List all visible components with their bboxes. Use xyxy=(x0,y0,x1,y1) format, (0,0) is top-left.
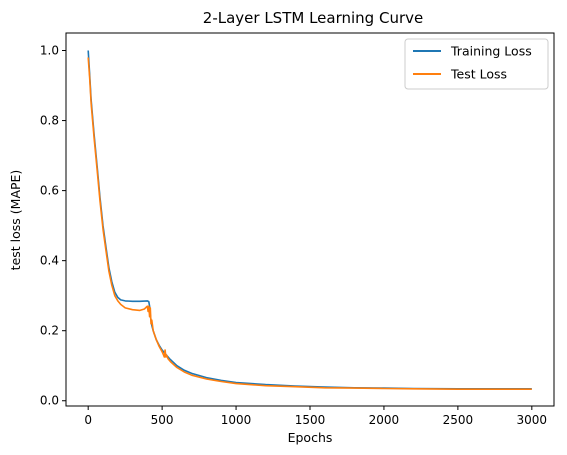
x-tick-label: 500 xyxy=(151,413,174,427)
y-tick-label: 0.0 xyxy=(40,394,59,408)
x-axis-ticks: 0 500 1000 1500 2000 2500 3000 xyxy=(84,406,547,427)
x-tick-label: 2500 xyxy=(443,413,474,427)
y-tick-label: 1.0 xyxy=(40,44,59,58)
x-tick-label: 2000 xyxy=(369,413,400,427)
series-line-test-loss xyxy=(87,57,532,391)
y-tick-label: 0.4 xyxy=(40,254,59,268)
series-line-training-loss xyxy=(87,50,532,390)
legend-label-training-loss: Training Loss xyxy=(450,44,532,59)
y-axis-ticks: 0.0 0.2 0.4 0.6 0.8 1.0 xyxy=(40,44,66,408)
x-axis-label: Epochs xyxy=(288,430,333,445)
x-tick-label: 0 xyxy=(84,413,92,427)
y-axis-label: test loss (MAPE) xyxy=(8,170,23,271)
legend: Training Loss Test Loss xyxy=(404,38,549,90)
x-tick-label: 3000 xyxy=(517,413,548,427)
legend-label-test-loss: Test Loss xyxy=(450,67,507,82)
y-tick-label: 0.6 xyxy=(40,184,59,198)
plot-area xyxy=(87,50,532,391)
y-tick-label: 0.8 xyxy=(40,114,59,128)
y-tick-label: 0.2 xyxy=(40,324,59,338)
chart-title: 2-Layer LSTM Learning Curve xyxy=(203,9,423,27)
x-tick-label: 1500 xyxy=(295,413,326,427)
x-tick-label: 1000 xyxy=(221,413,252,427)
